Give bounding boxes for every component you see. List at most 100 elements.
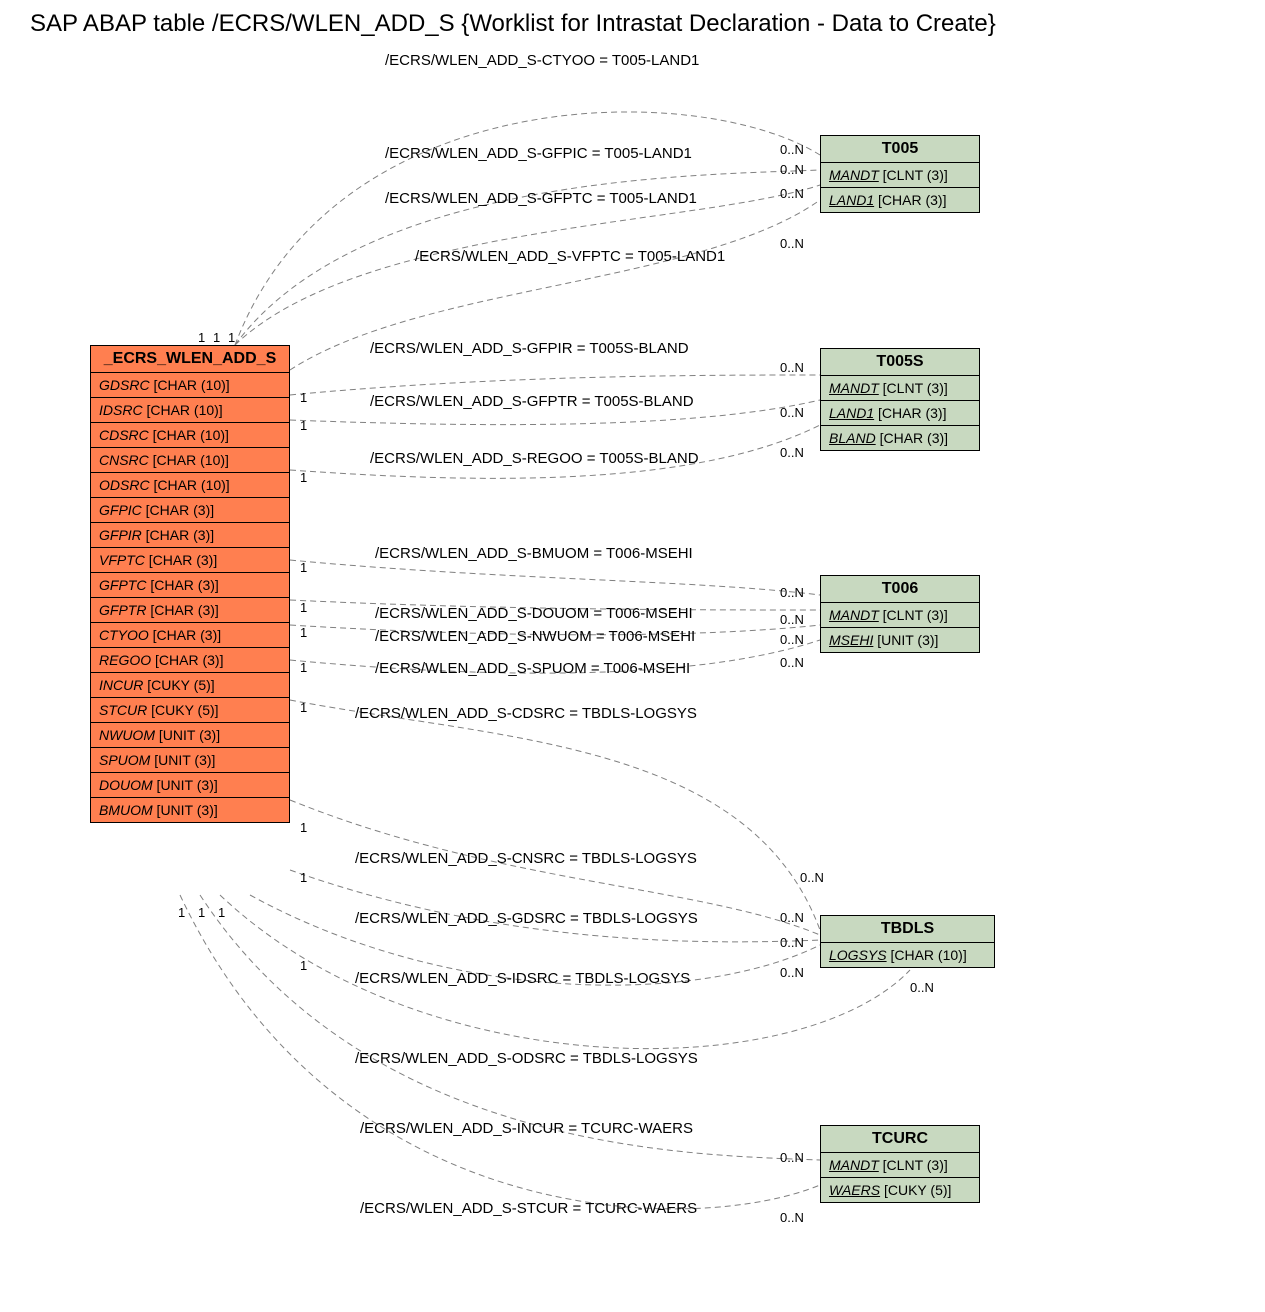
cardinality-src: 1 <box>198 905 205 920</box>
cardinality-dst: 0..N <box>780 935 804 950</box>
field-type: [UNIT (3)] <box>153 802 218 818</box>
field-name: LOGSYS <box>829 947 887 963</box>
cardinality-dst: 0..N <box>780 965 804 980</box>
field-type: [UNIT (3)] <box>155 727 220 743</box>
field-type: [CHAR (3)] <box>876 430 948 446</box>
entity-field: GFPIC [CHAR (3)] <box>91 498 289 523</box>
edge-label: /ECRS/WLEN_ADD_S-INCUR = TCURC-WAERS <box>360 1120 693 1137</box>
page-title: SAP ABAP table /ECRS/WLEN_ADD_S {Worklis… <box>30 10 996 38</box>
cardinality-dst: 0..N <box>780 655 804 670</box>
entity-field: MANDT [CLNT (3)] <box>821 376 979 401</box>
cardinality-dst: 0..N <box>780 236 804 251</box>
field-type: [CLNT (3)] <box>879 380 948 396</box>
edge-label: /ECRS/WLEN_ADD_S-CTYOO = T005-LAND1 <box>385 52 699 69</box>
field-name: CDSRC <box>99 427 149 443</box>
field-name: DOUOM <box>99 777 153 793</box>
entity-field: MANDT [CLNT (3)] <box>821 1153 979 1178</box>
field-type: [UNIT (3)] <box>150 752 215 768</box>
cardinality-src: 1 <box>300 470 307 485</box>
edge-path <box>290 870 820 942</box>
entity-field: GDSRC [CHAR (10)] <box>91 373 289 398</box>
ref-entity-header: T005 <box>821 136 979 163</box>
edge-label: /ECRS/WLEN_ADD_S-BMUOM = T006-MSEHI <box>375 545 693 562</box>
ref-entity: T005MANDT [CLNT (3)]LAND1 [CHAR (3)] <box>820 135 980 213</box>
cardinality-dst: 0..N <box>910 980 934 995</box>
edge-label: /ECRS/WLEN_ADD_S-CNSRC = TBDLS-LOGSYS <box>355 850 697 867</box>
ref-entity: T006MANDT [CLNT (3)]MSEHI [UNIT (3)] <box>820 575 980 653</box>
ref-entity: T005SMANDT [CLNT (3)]LAND1 [CHAR (3)]BLA… <box>820 348 980 451</box>
edge-path <box>290 700 820 930</box>
cardinality-dst: 0..N <box>780 632 804 647</box>
field-type: [CHAR (3)] <box>874 405 946 421</box>
entity-field: VFPTC [CHAR (3)] <box>91 548 289 573</box>
field-name: BMUOM <box>99 802 153 818</box>
ref-entity-header: TBDLS <box>821 916 994 943</box>
field-name: MSEHI <box>829 632 873 648</box>
field-type: [CHAR (3)] <box>151 652 223 668</box>
cardinality-src: 1 <box>300 958 307 973</box>
field-type: [CLNT (3)] <box>879 607 948 623</box>
cardinality-src: 1 <box>198 330 205 345</box>
field-name: STCUR <box>99 702 147 718</box>
field-type: [CHAR (3)] <box>142 502 214 518</box>
cardinality-src: 1 <box>228 330 235 345</box>
field-type: [UNIT (3)] <box>873 632 938 648</box>
ref-entity-header: T005S <box>821 349 979 376</box>
entity-field: BMUOM [UNIT (3)] <box>91 798 289 822</box>
entity-field: NWUOM [UNIT (3)] <box>91 723 289 748</box>
edge-label: /ECRS/WLEN_ADD_S-GDSRC = TBDLS-LOGSYS <box>355 910 698 927</box>
field-name: IDSRC <box>99 402 143 418</box>
entity-field: STCUR [CUKY (5)] <box>91 698 289 723</box>
entity-field: SPUOM [UNIT (3)] <box>91 748 289 773</box>
edge-label: /ECRS/WLEN_ADD_S-NWUOM = T006-MSEHI <box>375 628 695 645</box>
cardinality-src: 1 <box>300 560 307 575</box>
cardinality-dst: 0..N <box>780 585 804 600</box>
edge-label: /ECRS/WLEN_ADD_S-ODSRC = TBDLS-LOGSYS <box>355 1050 698 1067</box>
entity-field: ODSRC [CHAR (10)] <box>91 473 289 498</box>
entity-field: MSEHI [UNIT (3)] <box>821 628 979 652</box>
field-name: MANDT <box>829 167 879 183</box>
field-type: [CHAR (10)] <box>149 452 229 468</box>
edge-label: /ECRS/WLEN_ADD_S-IDSRC = TBDLS-LOGSYS <box>355 970 690 987</box>
edge-label: /ECRS/WLEN_ADD_S-GFPIR = T005S-BLAND <box>370 340 689 357</box>
field-name: REGOO <box>99 652 151 668</box>
edge-path <box>290 375 820 395</box>
cardinality-dst: 0..N <box>780 612 804 627</box>
field-name: MANDT <box>829 380 879 396</box>
entity-field: CNSRC [CHAR (10)] <box>91 448 289 473</box>
field-name: BLAND <box>829 430 876 446</box>
cardinality-dst: 0..N <box>780 360 804 375</box>
field-type: [CUKY (5)] <box>143 677 214 693</box>
cardinality-dst: 0..N <box>780 142 804 157</box>
field-name: LAND1 <box>829 192 874 208</box>
entity-field: MANDT [CLNT (3)] <box>821 163 979 188</box>
entity-field: LOGSYS [CHAR (10)] <box>821 943 994 967</box>
entity-field: DOUOM [UNIT (3)] <box>91 773 289 798</box>
field-name: VFPTC <box>99 552 145 568</box>
cardinality-src: 1 <box>213 330 220 345</box>
cardinality-src: 1 <box>300 625 307 640</box>
field-name: GFPTC <box>99 577 146 593</box>
cardinality-src: 1 <box>300 820 307 835</box>
cardinality-src: 1 <box>300 390 307 405</box>
field-name: SPUOM <box>99 752 150 768</box>
field-type: [CHAR (10)] <box>143 402 223 418</box>
entity-field: CDSRC [CHAR (10)] <box>91 423 289 448</box>
edge-path <box>235 185 820 345</box>
entity-field: LAND1 [CHAR (3)] <box>821 188 979 212</box>
edge-label: /ECRS/WLEN_ADD_S-DOUOM = T006-MSEHI <box>375 605 693 622</box>
entity-field: IDSRC [CHAR (10)] <box>91 398 289 423</box>
field-type: [CHAR (3)] <box>874 192 946 208</box>
field-name: LAND1 <box>829 405 874 421</box>
field-type: [CHAR (10)] <box>150 477 230 493</box>
field-name: MANDT <box>829 1157 879 1173</box>
field-name: NWUOM <box>99 727 155 743</box>
edge-label: /ECRS/WLEN_ADD_S-GFPIC = T005-LAND1 <box>385 145 692 162</box>
cardinality-dst: 0..N <box>780 910 804 925</box>
field-name: GFPTR <box>99 602 146 618</box>
entity-field: GFPIR [CHAR (3)] <box>91 523 289 548</box>
entity-field: LAND1 [CHAR (3)] <box>821 401 979 426</box>
edge-label: /ECRS/WLEN_ADD_S-SPUOM = T006-MSEHI <box>375 660 690 677</box>
field-type: [CHAR (3)] <box>146 602 218 618</box>
field-name: CTYOO <box>99 627 149 643</box>
